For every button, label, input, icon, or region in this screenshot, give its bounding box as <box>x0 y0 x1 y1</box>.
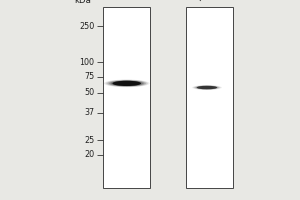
Text: 37: 37 <box>84 108 94 117</box>
Ellipse shape <box>112 81 141 86</box>
Text: kDa: kDa <box>75 0 92 5</box>
Text: AtT20: AtT20 <box>196 0 220 2</box>
Text: 250: 250 <box>79 22 94 31</box>
Ellipse shape <box>192 85 222 90</box>
Text: 75: 75 <box>84 72 94 81</box>
Ellipse shape <box>112 81 141 86</box>
Ellipse shape <box>197 86 217 89</box>
Ellipse shape <box>196 86 218 89</box>
Text: 25: 25 <box>84 136 94 145</box>
Ellipse shape <box>193 85 221 90</box>
Ellipse shape <box>194 86 220 90</box>
Text: V5-REP1: V5-REP1 <box>113 0 146 2</box>
Ellipse shape <box>111 81 143 86</box>
Ellipse shape <box>106 80 148 87</box>
Bar <box>103 7 150 188</box>
Text: 100: 100 <box>80 58 94 67</box>
Ellipse shape <box>104 80 150 87</box>
Bar <box>186 7 232 188</box>
Ellipse shape <box>109 80 144 86</box>
Ellipse shape <box>197 86 217 89</box>
Text: 20: 20 <box>84 150 94 159</box>
Ellipse shape <box>107 80 146 87</box>
Text: 50: 50 <box>84 88 94 97</box>
